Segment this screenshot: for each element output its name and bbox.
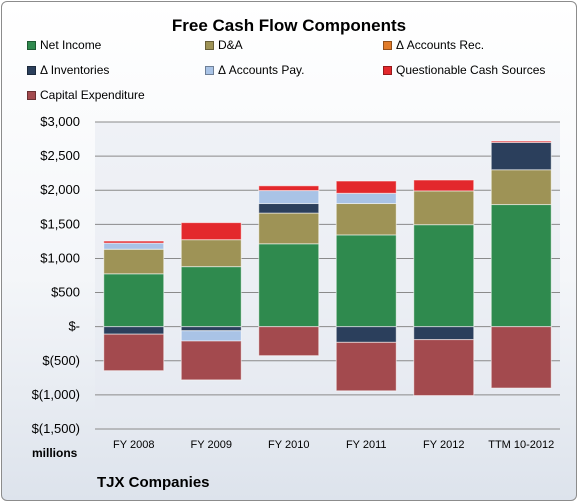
bar-segment bbox=[335, 326, 397, 343]
y-tick-label: $2,500 bbox=[40, 148, 80, 163]
bar-segment bbox=[413, 190, 475, 226]
bar-segment bbox=[180, 330, 242, 342]
bar-segment bbox=[180, 222, 242, 241]
bar-segment bbox=[180, 266, 242, 328]
y-tick-label: $500 bbox=[51, 285, 80, 300]
legend-swatch bbox=[205, 65, 214, 75]
legend-item: Net Income bbox=[27, 38, 101, 52]
bar-segment bbox=[335, 341, 397, 392]
x-tick-label: FY 2012 bbox=[423, 439, 464, 451]
bar-segment bbox=[335, 203, 397, 236]
bar-segment bbox=[258, 185, 320, 192]
bar-segment bbox=[490, 169, 552, 206]
bar-segment bbox=[490, 140, 552, 143]
bar-segment bbox=[103, 333, 165, 372]
legend-item: Δ Accounts Pay. bbox=[205, 63, 305, 77]
y-tick-label: $- bbox=[68, 319, 80, 334]
bar-segment bbox=[413, 326, 475, 341]
y-tick-label: $1,000 bbox=[40, 250, 80, 265]
bar-segment bbox=[103, 240, 165, 244]
legend-label: Questionable Cash Sources bbox=[396, 63, 546, 77]
legend-label: D&A bbox=[218, 38, 243, 52]
x-tick-label: FY 2009 bbox=[191, 439, 232, 451]
legend-label: Δ Accounts Rec. bbox=[396, 38, 485, 52]
legend-item: Δ Inventories bbox=[27, 63, 109, 77]
bar-segment bbox=[258, 212, 320, 245]
bar-segment bbox=[413, 224, 475, 328]
legend-swatch bbox=[27, 90, 36, 100]
bar-segment bbox=[335, 234, 397, 328]
bar-segment bbox=[103, 248, 165, 275]
bar-segment bbox=[180, 239, 242, 268]
legend-item: Δ Accounts Rec. bbox=[383, 38, 484, 52]
bar-segment bbox=[103, 273, 165, 328]
legend-swatch bbox=[383, 65, 392, 75]
bar-segment bbox=[103, 242, 165, 250]
plot-area bbox=[95, 122, 560, 429]
legend-item: Questionable Cash Sources bbox=[383, 63, 545, 77]
bar-segment bbox=[258, 190, 320, 205]
legend-label: Δ Inventories bbox=[40, 63, 110, 77]
y-tick-label: $(1,500) bbox=[32, 421, 80, 436]
legend-item: D&A bbox=[205, 38, 243, 52]
bar-segment bbox=[258, 326, 320, 357]
y-tick-label: $3,000 bbox=[40, 114, 80, 129]
x-tick-label: FY 2010 bbox=[268, 439, 309, 451]
x-tick-label: FY 2008 bbox=[113, 439, 154, 451]
x-tick-label: FY 2011 bbox=[346, 439, 387, 451]
y-tick-label: $(500) bbox=[42, 353, 80, 368]
y-tick-label: $2,000 bbox=[40, 182, 80, 197]
legend-label: Net Income bbox=[40, 38, 102, 52]
legend-label: Capital Expenditure bbox=[40, 88, 145, 102]
bar-segment bbox=[180, 340, 242, 381]
bar-segment bbox=[413, 179, 475, 192]
bar-segment bbox=[490, 141, 552, 171]
bar-segment bbox=[258, 203, 320, 214]
legend-swatch bbox=[383, 40, 392, 50]
bar-segment bbox=[258, 243, 320, 328]
legend-label: Δ Accounts Pay. bbox=[218, 63, 305, 77]
legend-swatch bbox=[205, 40, 214, 50]
bar-segment bbox=[103, 326, 165, 335]
chart-title: Free Cash Flow Components bbox=[171, 16, 407, 35]
company-label: TJX Companies bbox=[97, 474, 210, 491]
legend-swatch bbox=[27, 65, 36, 75]
bar-segment bbox=[335, 180, 397, 194]
bar-segment bbox=[490, 204, 552, 328]
bar-segment bbox=[490, 326, 552, 389]
legend-item: Capital Expenditure bbox=[27, 88, 145, 102]
legend-swatch bbox=[27, 40, 36, 50]
bar-segment bbox=[335, 192, 397, 205]
y-tick-label: $1,500 bbox=[40, 216, 80, 231]
y-tick-label: $(1,000) bbox=[32, 387, 80, 402]
bar-segment bbox=[180, 326, 242, 332]
bar-segment bbox=[413, 339, 475, 397]
x-tick-label: TTM 10-2012 bbox=[488, 439, 554, 451]
units-label: millions bbox=[32, 446, 78, 460]
